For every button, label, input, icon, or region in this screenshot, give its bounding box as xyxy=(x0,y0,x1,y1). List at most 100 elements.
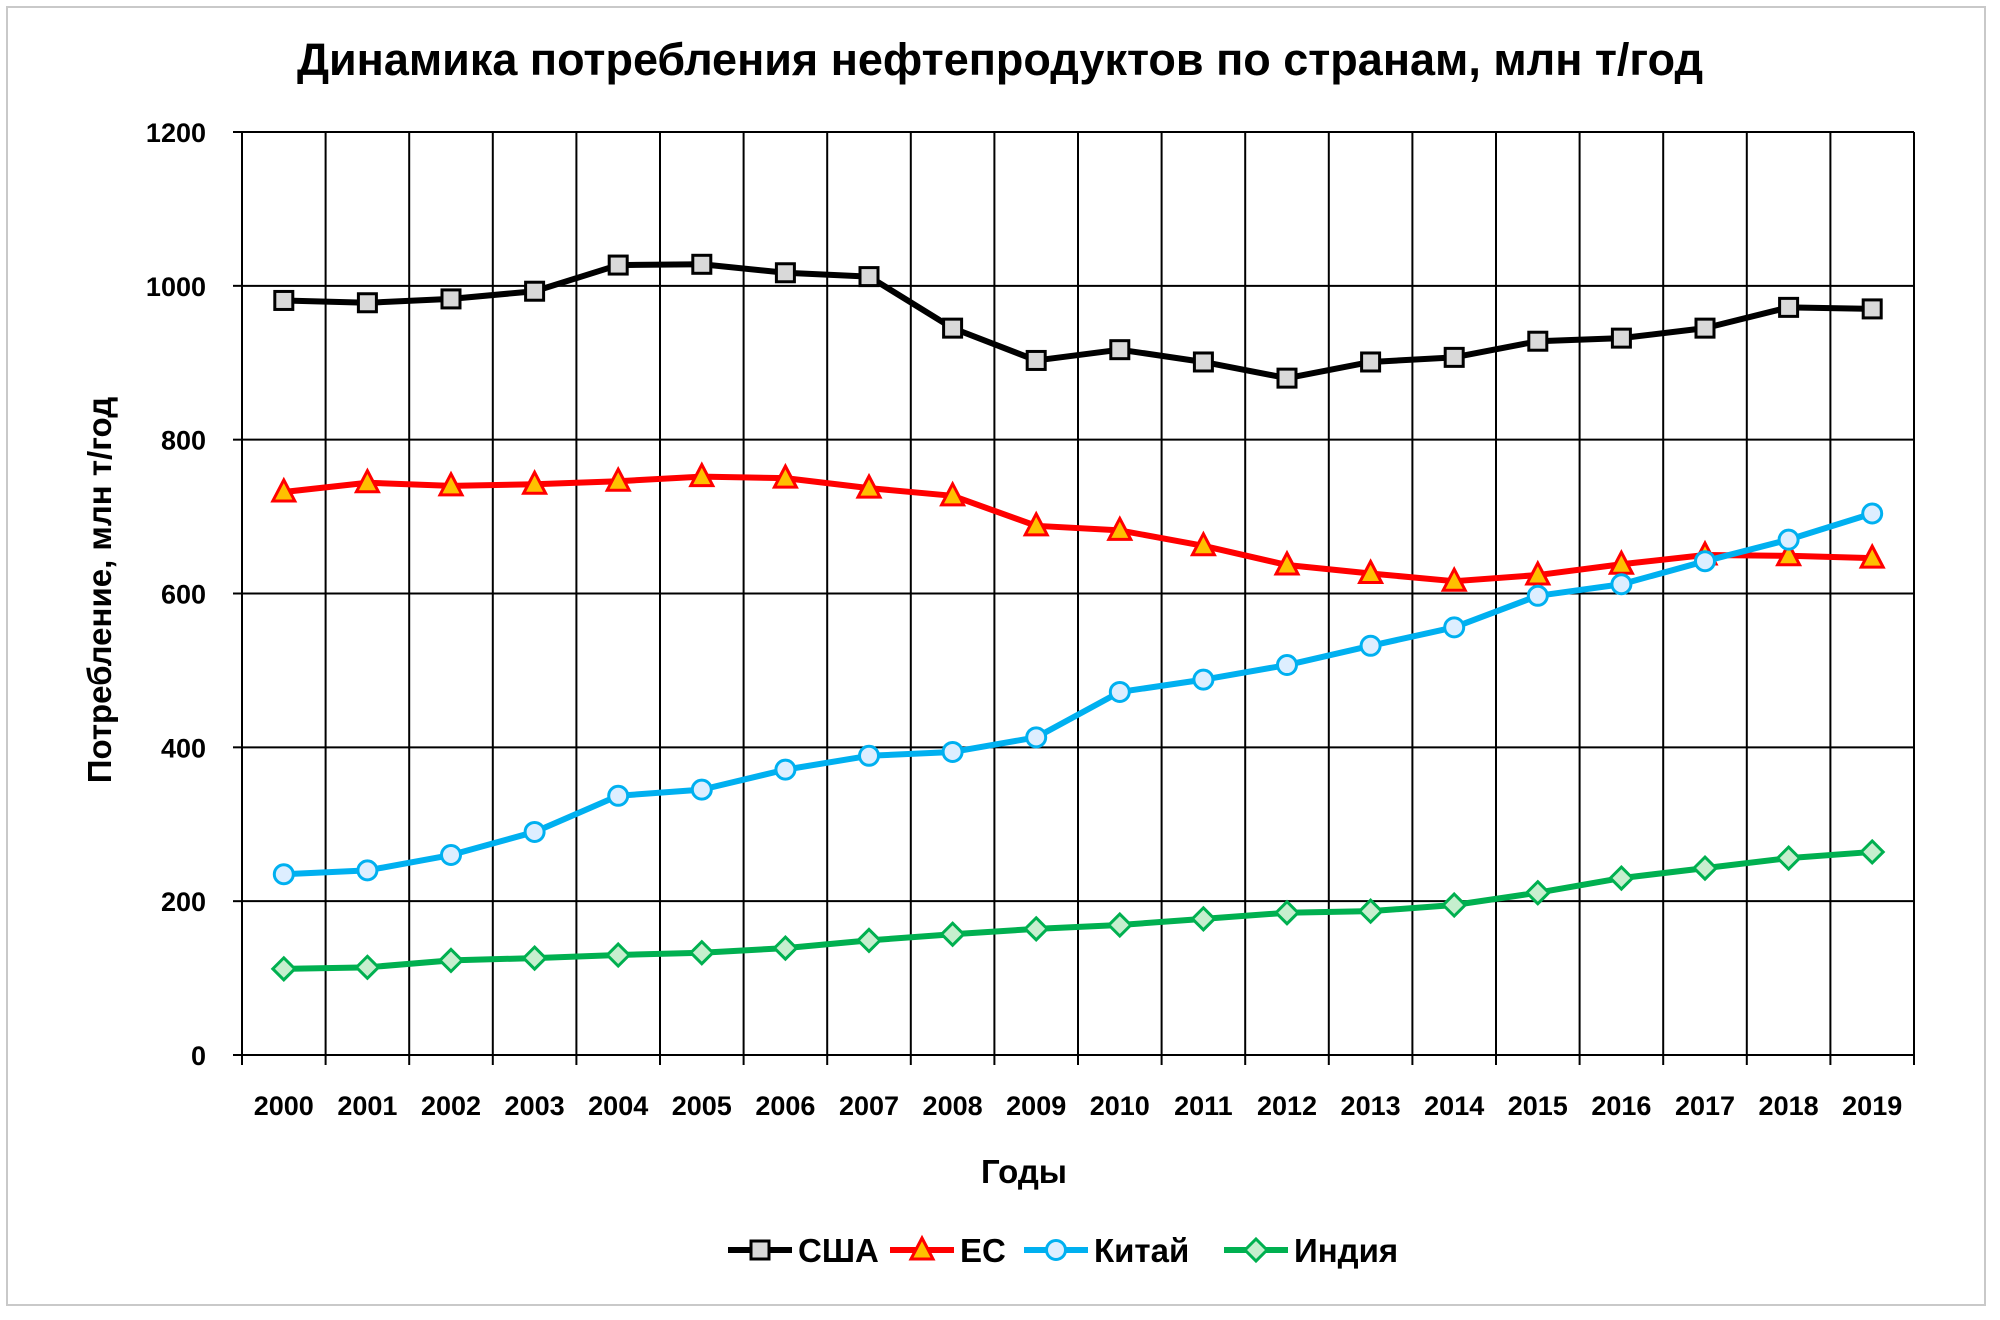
legend-marker xyxy=(908,1234,936,1261)
legend-item: США xyxy=(728,1232,879,1269)
legend: США ЕС Китай Индия xyxy=(728,1232,1398,1269)
data-point xyxy=(855,927,883,954)
data-point xyxy=(1694,550,1716,573)
y-tick-label: 1000 xyxy=(146,272,206,302)
data-point xyxy=(437,947,465,974)
data-point xyxy=(1691,854,1719,882)
data-point xyxy=(1109,339,1131,361)
y-tick-label: 800 xyxy=(161,426,206,456)
legend-item: Китай xyxy=(1024,1232,1189,1269)
data-point xyxy=(688,461,716,488)
series-group xyxy=(270,838,1886,982)
data-point xyxy=(1861,298,1883,320)
data-point xyxy=(1608,864,1635,892)
data-point xyxy=(774,262,796,284)
data-point xyxy=(1022,510,1050,537)
series-line xyxy=(280,848,1876,972)
x-tick-label: 2017 xyxy=(1675,1091,1735,1121)
data-point xyxy=(941,740,964,763)
legend-marker xyxy=(1242,1236,1270,1264)
x-axis-title: Годы xyxy=(981,1153,1067,1190)
series-line xyxy=(280,473,1876,585)
data-point xyxy=(1443,616,1466,639)
data-point xyxy=(604,465,632,492)
data-point xyxy=(270,476,298,503)
x-tick-labels: 2000 2001 2002 2003 2004 2005 2006 2007 2008 2009… xyxy=(254,1091,1902,1121)
data-point xyxy=(942,317,964,339)
data-point xyxy=(521,469,549,495)
x-tick-label: 2004 xyxy=(588,1091,648,1121)
x-tick-label: 2000 xyxy=(254,1091,314,1121)
data-point xyxy=(1276,367,1298,389)
series-layer xyxy=(270,253,1886,982)
data-point xyxy=(1108,680,1131,703)
data-point xyxy=(273,289,295,311)
legend-item: ЕС xyxy=(890,1232,1006,1269)
legend-label: Китай xyxy=(1094,1232,1189,1269)
data-point xyxy=(1858,542,1886,569)
data-point xyxy=(1775,540,1803,567)
data-point xyxy=(1861,502,1884,525)
data-point xyxy=(1025,349,1047,371)
data-point xyxy=(1357,898,1384,925)
data-point xyxy=(1443,346,1465,368)
x-tick-label: 2008 xyxy=(923,1091,983,1121)
data-point xyxy=(437,470,465,497)
x-tick-label: 2005 xyxy=(672,1091,732,1121)
data-point xyxy=(524,280,546,302)
x-tick-label: 2003 xyxy=(505,1091,565,1121)
x-tick-label: 2001 xyxy=(337,1091,397,1121)
data-point xyxy=(354,954,381,981)
x-tick-label: 2019 xyxy=(1842,1091,1902,1121)
x-tick-label: 2009 xyxy=(1006,1091,1066,1121)
data-point xyxy=(1273,549,1301,576)
x-tick-label: 2011 xyxy=(1174,1091,1233,1121)
data-point xyxy=(1694,317,1716,339)
data-point xyxy=(1190,905,1217,932)
data-point xyxy=(607,784,630,807)
data-point xyxy=(1192,668,1215,691)
x-tick-label: 2010 xyxy=(1090,1091,1150,1121)
data-point xyxy=(1526,584,1549,607)
data-point xyxy=(1778,296,1800,318)
data-point xyxy=(1273,899,1301,926)
data-point xyxy=(688,939,715,966)
data-point xyxy=(772,934,799,962)
data-point xyxy=(858,266,880,288)
data-point xyxy=(939,921,966,948)
data-point xyxy=(270,955,297,982)
legend-label: США xyxy=(798,1232,879,1269)
legend-marker xyxy=(749,1239,771,1261)
data-point xyxy=(1441,891,1468,919)
x-tick-label: 2014 xyxy=(1424,1091,1484,1121)
data-point xyxy=(605,941,632,969)
data-point xyxy=(1859,838,1886,866)
series-group xyxy=(272,502,1884,886)
data-point xyxy=(1359,634,1382,657)
legend-marker xyxy=(1045,1239,1067,1261)
series-line xyxy=(280,261,1876,382)
data-point xyxy=(690,778,713,801)
legend-label: ЕС xyxy=(960,1232,1006,1269)
series-group xyxy=(270,461,1886,592)
chart-frame xyxy=(6,6,1986,1306)
data-point xyxy=(353,467,381,494)
data-point xyxy=(1357,558,1385,585)
data-point xyxy=(1106,911,1133,939)
y-tick-label: 400 xyxy=(161,733,206,763)
data-point xyxy=(691,253,713,275)
data-point xyxy=(1610,327,1632,349)
data-point xyxy=(440,288,462,310)
y-tick-label: 200 xyxy=(161,887,206,917)
data-point xyxy=(1276,654,1298,677)
data-point xyxy=(1524,559,1552,586)
x-tick-label: 2006 xyxy=(755,1091,815,1121)
data-point xyxy=(1025,726,1048,749)
data-point xyxy=(1775,844,1802,872)
axes xyxy=(233,131,1915,1065)
data-point xyxy=(1189,530,1217,557)
data-point xyxy=(1777,528,1800,551)
data-point xyxy=(855,472,883,499)
data-point xyxy=(771,462,799,489)
